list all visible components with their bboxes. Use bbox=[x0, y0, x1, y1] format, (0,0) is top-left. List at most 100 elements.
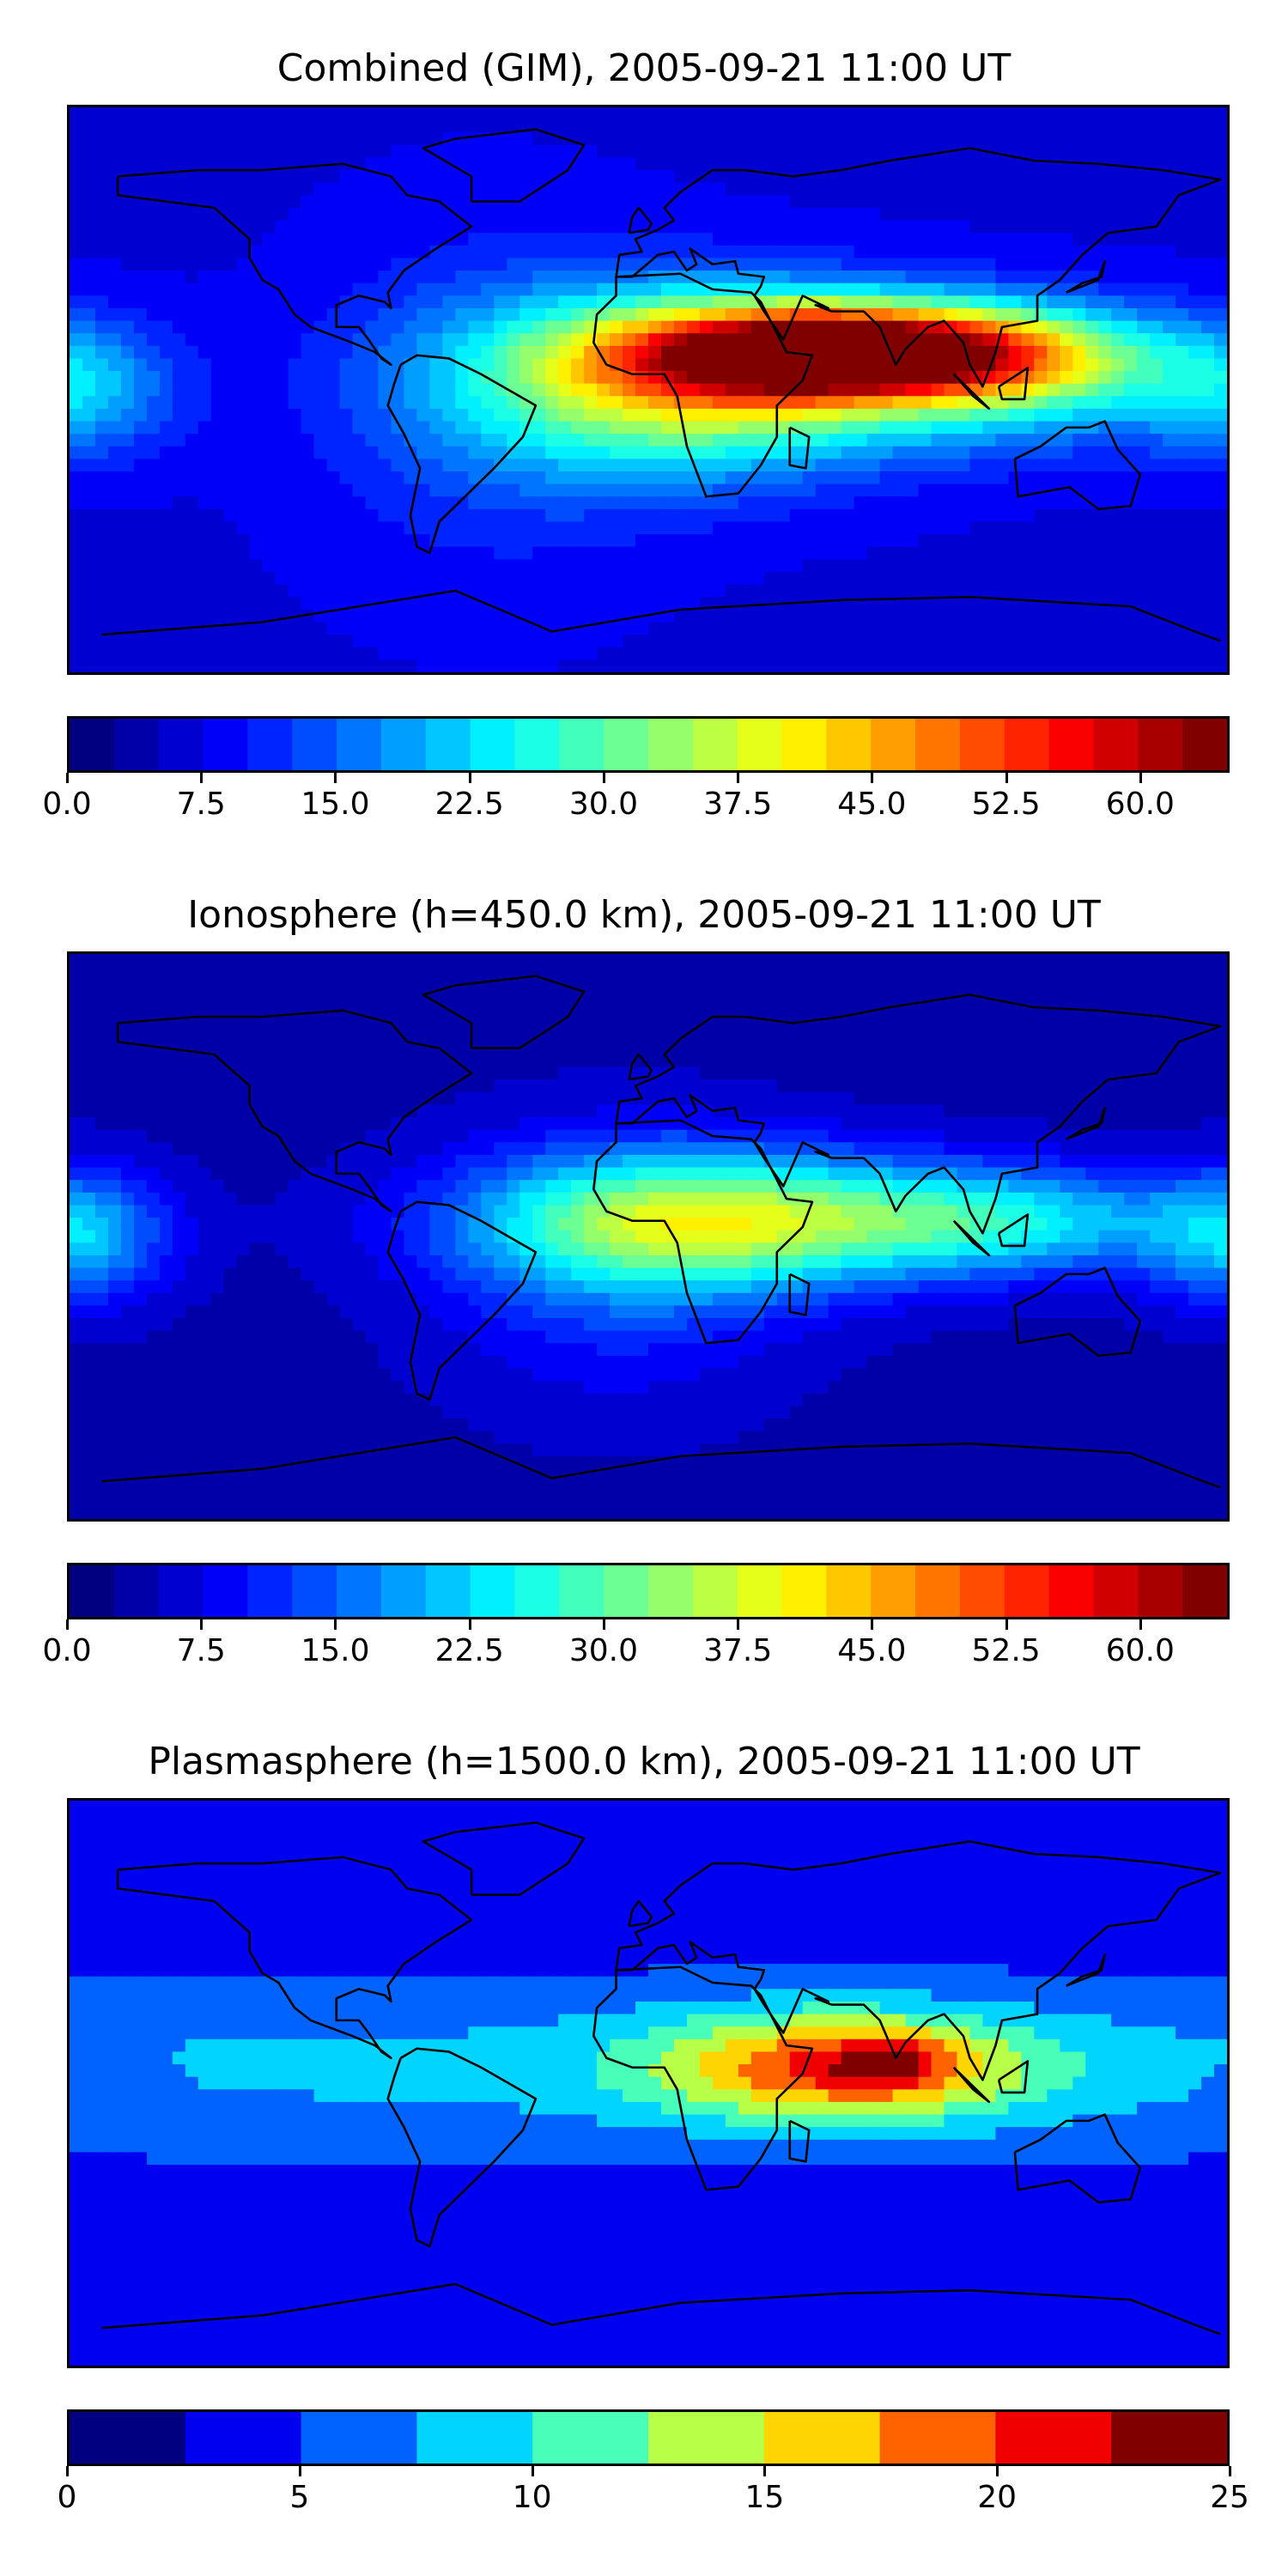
colorbar-tick-label: 20 bbox=[977, 2480, 1018, 2515]
colorbar-tick bbox=[871, 1619, 874, 1630]
colorbar-swatch bbox=[559, 1565, 605, 1617]
colorbar-tick bbox=[1139, 773, 1142, 783]
colorbar-swatch bbox=[648, 719, 694, 770]
colorbar-plasmasphere bbox=[67, 2409, 1230, 2466]
coastline bbox=[628, 1899, 653, 1928]
colorbar-swatch bbox=[915, 719, 961, 770]
colorbar-swatch bbox=[648, 2412, 765, 2464]
colorbar-swatch bbox=[203, 1565, 249, 1617]
colorbar-swatch bbox=[158, 1565, 204, 1617]
colorbar-swatch bbox=[470, 1565, 516, 1617]
coastline bbox=[101, 2282, 1221, 2336]
colorbar-swatch bbox=[425, 1565, 471, 1617]
colorbar-tick-label: 5 bbox=[289, 2480, 310, 2515]
colorbar-tick bbox=[66, 1619, 69, 1630]
colorbar-tick bbox=[298, 2466, 301, 2476]
colorbar-tick-label: 15.0 bbox=[301, 787, 370, 822]
colorbar-tick bbox=[996, 2466, 999, 2476]
colorbar-swatch bbox=[959, 1565, 1005, 1617]
colorbar-swatch bbox=[1093, 1565, 1139, 1617]
colorbar-tick bbox=[1005, 773, 1008, 783]
coastline bbox=[386, 2047, 538, 2248]
colorbar-swatch bbox=[301, 2412, 418, 2464]
colorbar-swatch bbox=[692, 719, 738, 770]
colorbar-swatch bbox=[113, 719, 160, 770]
colorbar-ticks-ionosphere: 0.0 7.5 15.0 22.5 30.0 37.5 45.0 52.5 60.0 bbox=[42, 1619, 1230, 1671]
colorbar-tick-label: 37.5 bbox=[703, 787, 773, 822]
colorbar-swatch bbox=[380, 719, 427, 770]
coastline bbox=[615, 993, 1222, 1235]
tec-map-combined bbox=[70, 107, 1227, 672]
colorbar-tick-label: 0 bbox=[57, 2480, 77, 2515]
colorbar-tick bbox=[334, 773, 337, 783]
colorbar-swatch bbox=[879, 2412, 997, 2464]
colorbar-tick-label: 30.0 bbox=[568, 1633, 638, 1668]
coastline bbox=[788, 1273, 811, 1316]
colorbar-swatch bbox=[292, 1565, 337, 1617]
tec-map-plasmasphere bbox=[70, 1801, 1227, 2366]
colorbar-swatch bbox=[203, 719, 249, 770]
colorbar-swatch bbox=[113, 1565, 160, 1617]
colorbar-combined bbox=[67, 716, 1230, 773]
colorbar-swatch bbox=[1048, 719, 1095, 770]
colorbar-tick-label: 15 bbox=[744, 2480, 785, 2515]
colorbar-swatch bbox=[781, 719, 828, 770]
colorbar-tick bbox=[1139, 1619, 1142, 1630]
coastline bbox=[628, 1053, 653, 1081]
colorbar-tick-label: 60.0 bbox=[1105, 787, 1175, 822]
coastline bbox=[952, 373, 991, 410]
colorbar-swatch bbox=[247, 719, 293, 770]
coastline bbox=[422, 128, 586, 203]
colorbar-tick-label: 60.0 bbox=[1105, 1633, 1175, 1668]
colorbar-tick-label: 7.5 bbox=[176, 787, 226, 822]
colorbar-tick-label: 45.0 bbox=[837, 787, 907, 822]
colorbar-tick-label: 52.5 bbox=[971, 787, 1041, 822]
colorbar-tick bbox=[737, 773, 740, 783]
coastline bbox=[1013, 420, 1142, 511]
colorbar-tick-label: 0.0 bbox=[42, 1633, 92, 1668]
colorbar-swatch bbox=[337, 1565, 382, 1617]
coastline bbox=[615, 147, 1222, 388]
colorbar-tick-label: 7.5 bbox=[176, 1633, 226, 1668]
colorbar-tick-label: 25 bbox=[1210, 2480, 1249, 2515]
coastlines bbox=[101, 128, 1222, 642]
coastline bbox=[952, 1219, 991, 1257]
colorbar-swatch bbox=[737, 719, 783, 770]
coastlines bbox=[101, 1821, 1222, 2336]
colorbar-swatch bbox=[1048, 1565, 1095, 1617]
colorbar-swatch bbox=[1138, 1565, 1183, 1617]
colorbar-swatch bbox=[915, 1565, 961, 1617]
colorbar-swatch bbox=[959, 719, 1005, 770]
colorbar-swatch bbox=[470, 719, 516, 770]
coastline bbox=[116, 162, 473, 367]
coastline bbox=[1066, 1106, 1107, 1140]
colorbar-swatch bbox=[1138, 719, 1183, 770]
colorbar-tick bbox=[1229, 2466, 1231, 2476]
tec-map-ionosphere bbox=[70, 954, 1227, 1519]
colorbar-swatch bbox=[604, 719, 649, 770]
colorbar-swatch bbox=[425, 719, 471, 770]
colorbar-tick bbox=[200, 773, 204, 783]
panel-title-ionosphere: Ionosphere (h=450.0 km), 2005-09-21 11:0… bbox=[187, 893, 1101, 937]
colorbar-tick-label: 22.5 bbox=[434, 1633, 504, 1668]
colorbar-tick bbox=[763, 2466, 767, 2476]
colorbar-swatch bbox=[158, 719, 204, 770]
coastline bbox=[101, 589, 1221, 642]
colorbar-swatch bbox=[532, 2412, 649, 2464]
colorbar-tick bbox=[468, 1619, 471, 1630]
colorbar-swatch bbox=[185, 2412, 302, 2464]
colorbar-swatch bbox=[1004, 1565, 1050, 1617]
colorbar-tick-label: 52.5 bbox=[971, 1633, 1041, 1668]
colorbar-swatch bbox=[763, 2412, 881, 2464]
coastline bbox=[997, 1213, 1030, 1248]
map-combined bbox=[67, 105, 1230, 675]
colorbar-tick bbox=[66, 773, 69, 783]
colorbar-tick bbox=[200, 1619, 204, 1630]
coastline bbox=[788, 426, 811, 470]
colorbar-tick-label: 37.5 bbox=[703, 1633, 773, 1668]
colorbar-swatch bbox=[70, 2412, 186, 2464]
colorbar-swatch bbox=[826, 719, 872, 770]
coastline bbox=[615, 1840, 1222, 2081]
colorbar-swatch bbox=[337, 719, 382, 770]
colorbar-swatch bbox=[692, 1565, 738, 1617]
